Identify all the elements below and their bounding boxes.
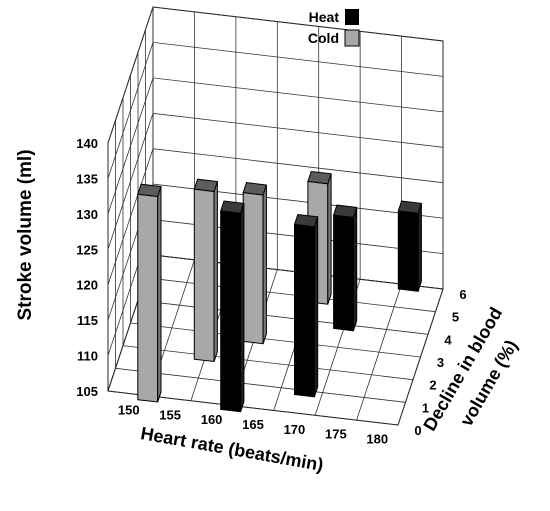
legend-label-cold: Cold (308, 30, 339, 46)
bar-cold-2 (242, 182, 268, 345)
bar-cold-0 (137, 183, 162, 403)
bar-heat-0 (220, 200, 245, 413)
floor-grid-z-3 (130, 322, 421, 358)
bar-front-face (220, 210, 242, 413)
z-tick-label-0: 0 (414, 423, 421, 438)
bar-front-face (333, 214, 354, 332)
bar-side-face (262, 184, 267, 344)
bar-front-face (193, 188, 215, 363)
floor-grid-z-4 (137, 299, 429, 335)
bar-top-face (332, 204, 358, 218)
x-tick-label-1: 155 (159, 407, 181, 422)
y-tick-label-0: 105 (76, 384, 98, 399)
legend: Heat Cold (308, 9, 360, 47)
bar-cold-1 (193, 178, 219, 363)
bar-top-face (307, 170, 332, 185)
y-tick-label-7: 140 (76, 136, 98, 151)
y-tick-label-3: 120 (76, 278, 98, 293)
bar-front-face (397, 210, 419, 292)
legend-swatch-heat (345, 9, 359, 25)
floor-grid-z-1 (115, 367, 406, 403)
y-tick-label-4: 125 (76, 242, 98, 257)
bars (137, 170, 423, 413)
bar-top-face (193, 178, 219, 193)
bar-front-face (242, 192, 264, 345)
bar-side-face (213, 181, 218, 362)
z-tick-label-6: 6 (459, 287, 466, 302)
bar-side-face (240, 203, 245, 412)
y-tick-label-1: 110 (77, 349, 98, 364)
bar-side-face (313, 216, 319, 397)
bar-side-face (327, 173, 332, 305)
z-tick-label-3: 3 (437, 355, 444, 370)
bar-side-face (417, 203, 422, 292)
bar-top-face (397, 200, 423, 214)
bar-front-face (137, 193, 159, 403)
y-tick-label-6: 135 (76, 171, 98, 186)
bar-side-face (157, 186, 162, 403)
x-tick-label-4: 170 (284, 422, 306, 437)
z-tick-label-1: 1 (422, 400, 429, 415)
x-tick-label-6: 180 (366, 432, 388, 447)
bar-heat-3 (397, 200, 423, 292)
y-tick-label-2: 115 (77, 313, 98, 328)
bar-top-face (242, 182, 268, 196)
bar-heat-1 (293, 213, 319, 398)
y-tick-label-5: 130 (76, 207, 98, 222)
bar-top-face (137, 183, 162, 198)
bar-side-face (352, 207, 358, 331)
x-tick-label-0: 150 (118, 402, 140, 417)
z-tick-label-4: 4 (444, 332, 452, 347)
x-tick-label-2: 160 (201, 412, 223, 427)
bar-heat-2 (332, 204, 358, 332)
x-tick-label-3: 165 (242, 417, 264, 432)
z-tick-label-2: 2 (429, 378, 436, 393)
y-axis-label: Stroke volume (ml) (15, 149, 36, 320)
bar-front-face (294, 223, 315, 398)
legend-swatch-cold (344, 29, 360, 47)
bar-top-face (220, 200, 245, 214)
z-tick-label-5: 5 (452, 310, 459, 325)
bar-top-face (293, 213, 319, 228)
x-tick-label-5: 175 (325, 427, 347, 442)
floor-grid-z-2 (122, 345, 414, 381)
legend-label-heat: Heat (309, 9, 340, 25)
